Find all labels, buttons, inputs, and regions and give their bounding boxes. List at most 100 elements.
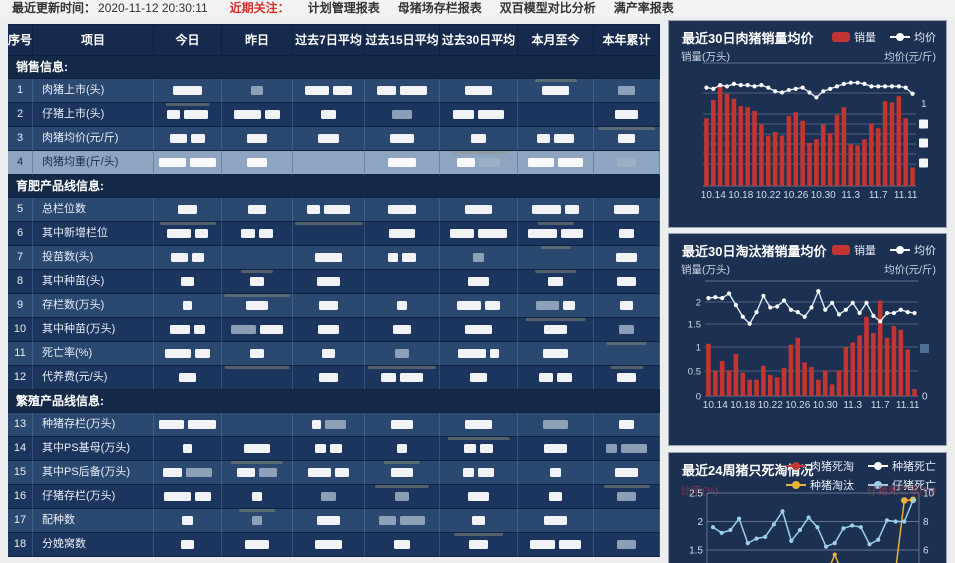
table-row-12[interactable]: 12 代养费(元/头) — [8, 366, 660, 390]
redacted-value — [542, 349, 569, 358]
svg-text:10: 10 — [923, 489, 935, 500]
table-row-6[interactable]: 6 其中新增栏位 — [8, 222, 660, 246]
redacted-value — [542, 86, 569, 95]
redacted-value-cell — [440, 509, 518, 533]
redacted-value — [619, 420, 634, 429]
redacted-value-cell — [518, 437, 594, 461]
table-row-13[interactable]: 13 种猪存栏(万头) — [8, 413, 660, 437]
legend-item-1[interactable]: 均价 — [890, 29, 936, 45]
legend-item-2[interactable]: 种猪淘汰 — [786, 477, 854, 493]
redacted-value — [388, 205, 416, 214]
legend-item-1[interactable]: 均价 — [890, 242, 936, 258]
table-row-9[interactable]: 9 存栏数(万头) — [8, 294, 660, 318]
row-index: 17 — [8, 509, 33, 533]
nav-link-0[interactable]: 计划管理报表 — [307, 1, 380, 15]
svg-text:1: 1 — [921, 99, 927, 110]
redacted-value-cell — [594, 461, 660, 485]
row-label: 投苗数(头) — [33, 246, 154, 270]
table-row-17[interactable]: 17 配种数 — [8, 509, 660, 533]
redacted-value — [539, 373, 553, 382]
redacted-value — [243, 444, 271, 453]
legend-item-0[interactable]: 销量 — [832, 29, 876, 45]
table-row-10[interactable]: 10 其中种苗(万头) — [8, 318, 660, 342]
redacted-value-cell — [365, 294, 440, 318]
table-row-2[interactable]: 2 仔猪上市(头) — [8, 103, 660, 127]
nav-links: 计划管理报表 母猪场存栏报表 双百模型对比分析 满产率报表 — [290, 1, 674, 15]
redacted-value — [470, 134, 487, 143]
table-row-14[interactable]: 14 其中PS基母(万头) — [8, 437, 660, 461]
legend-item-3[interactable]: 仔猪死亡 — [868, 477, 936, 493]
table-row-5[interactable]: 5 总栏位数 — [8, 198, 660, 222]
redacted-value — [457, 349, 486, 358]
redacted-value — [477, 468, 494, 477]
table-row-15[interactable]: 15 其中PS后备(万头) — [8, 461, 660, 485]
row-index: 8 — [8, 270, 33, 294]
redacted-value-cell — [440, 198, 518, 222]
update-time-value: 2020-11-12 20:30:11 — [98, 1, 208, 15]
redacted-value — [529, 540, 555, 549]
table-row-11[interactable]: 11 死亡率(%) — [8, 342, 660, 366]
legend-item-1[interactable]: 种猪死亡 — [868, 458, 936, 474]
redacted-value-cell — [440, 485, 518, 509]
redacted-value-cell — [293, 318, 365, 342]
svg-text:10.14: 10.14 — [703, 400, 728, 411]
row-index: 11 — [8, 342, 33, 366]
redacted-value — [399, 516, 425, 525]
redacted-value — [250, 277, 264, 286]
redacted-value — [183, 110, 209, 119]
row-label: 种猪存栏(万头) — [33, 413, 154, 437]
redacted-value-cell — [293, 485, 365, 509]
redacted-value — [258, 229, 274, 238]
redacted-value-cell — [440, 270, 518, 294]
redacted-value — [397, 301, 407, 310]
redacted-value — [178, 205, 197, 214]
redacted-value-cell — [365, 437, 440, 461]
legend-item-0[interactable]: 肉猪死淘 — [786, 458, 854, 474]
table-row-8[interactable]: 8 其中种苗(头) — [8, 270, 660, 294]
section-row-0: 销售信息: — [8, 56, 660, 79]
table-row-1[interactable]: 1 肉猪上市(头) — [8, 79, 660, 103]
svg-text:11.3: 11.3 — [841, 190, 860, 201]
nav-link-2[interactable]: 双百模型对比分析 — [499, 1, 596, 15]
svg-text:11.11: 11.11 — [896, 400, 920, 411]
redacted-value — [185, 468, 213, 477]
table-row-16[interactable]: 16 仔猪存栏(万头) — [8, 485, 660, 509]
table-row-4[interactable]: 4 肉猪均重(斤/头) — [8, 151, 660, 175]
row-index: 12 — [8, 366, 33, 390]
redacted-value — [247, 134, 267, 143]
redacted-value — [192, 253, 205, 262]
redacted-value-cell — [365, 222, 440, 246]
redacted-value-cell — [365, 533, 440, 557]
redacted-value — [619, 229, 634, 238]
redaction-smudge — [525, 318, 586, 321]
legend-label: 销量 — [854, 245, 876, 257]
svg-text:11.3: 11.3 — [843, 400, 862, 411]
redacted-value — [617, 492, 636, 501]
redacted-value — [402, 253, 417, 262]
redacted-value — [317, 516, 340, 525]
redacted-value-cell — [154, 103, 222, 127]
redacted-value-cell — [594, 413, 660, 437]
svg-text:11.7: 11.7 — [869, 190, 888, 201]
redacted-value — [247, 205, 267, 214]
nav-link-3[interactable]: 满产率报表 — [613, 1, 674, 15]
nav-link-1[interactable]: 母猪场存栏报表 — [397, 1, 482, 15]
table-row-18[interactable]: 18 分娩窝数 — [8, 533, 660, 557]
redacted-value — [617, 86, 636, 95]
redacted-value — [321, 349, 336, 358]
row-index: 3 — [8, 127, 33, 151]
redacted-value-cell — [365, 509, 440, 533]
redacted-value — [189, 158, 217, 167]
row-label: 其中新增栏位 — [33, 222, 154, 246]
column-header-1: 项目 — [33, 25, 154, 56]
legend-label: 销量 — [854, 32, 876, 44]
legend-item-0[interactable]: 销量 — [832, 242, 876, 258]
table-row-3[interactable]: 3 肉猪均价(元/斤) — [8, 127, 660, 151]
redacted-value — [396, 444, 408, 453]
redacted-value — [169, 134, 188, 143]
redacted-value-cell — [222, 366, 293, 390]
redacted-axis-tick — [919, 138, 928, 148]
table-row-7[interactable]: 7 投苗数(头) — [8, 246, 660, 270]
redaction-smudge — [597, 127, 656, 130]
redacted-value — [548, 492, 563, 501]
